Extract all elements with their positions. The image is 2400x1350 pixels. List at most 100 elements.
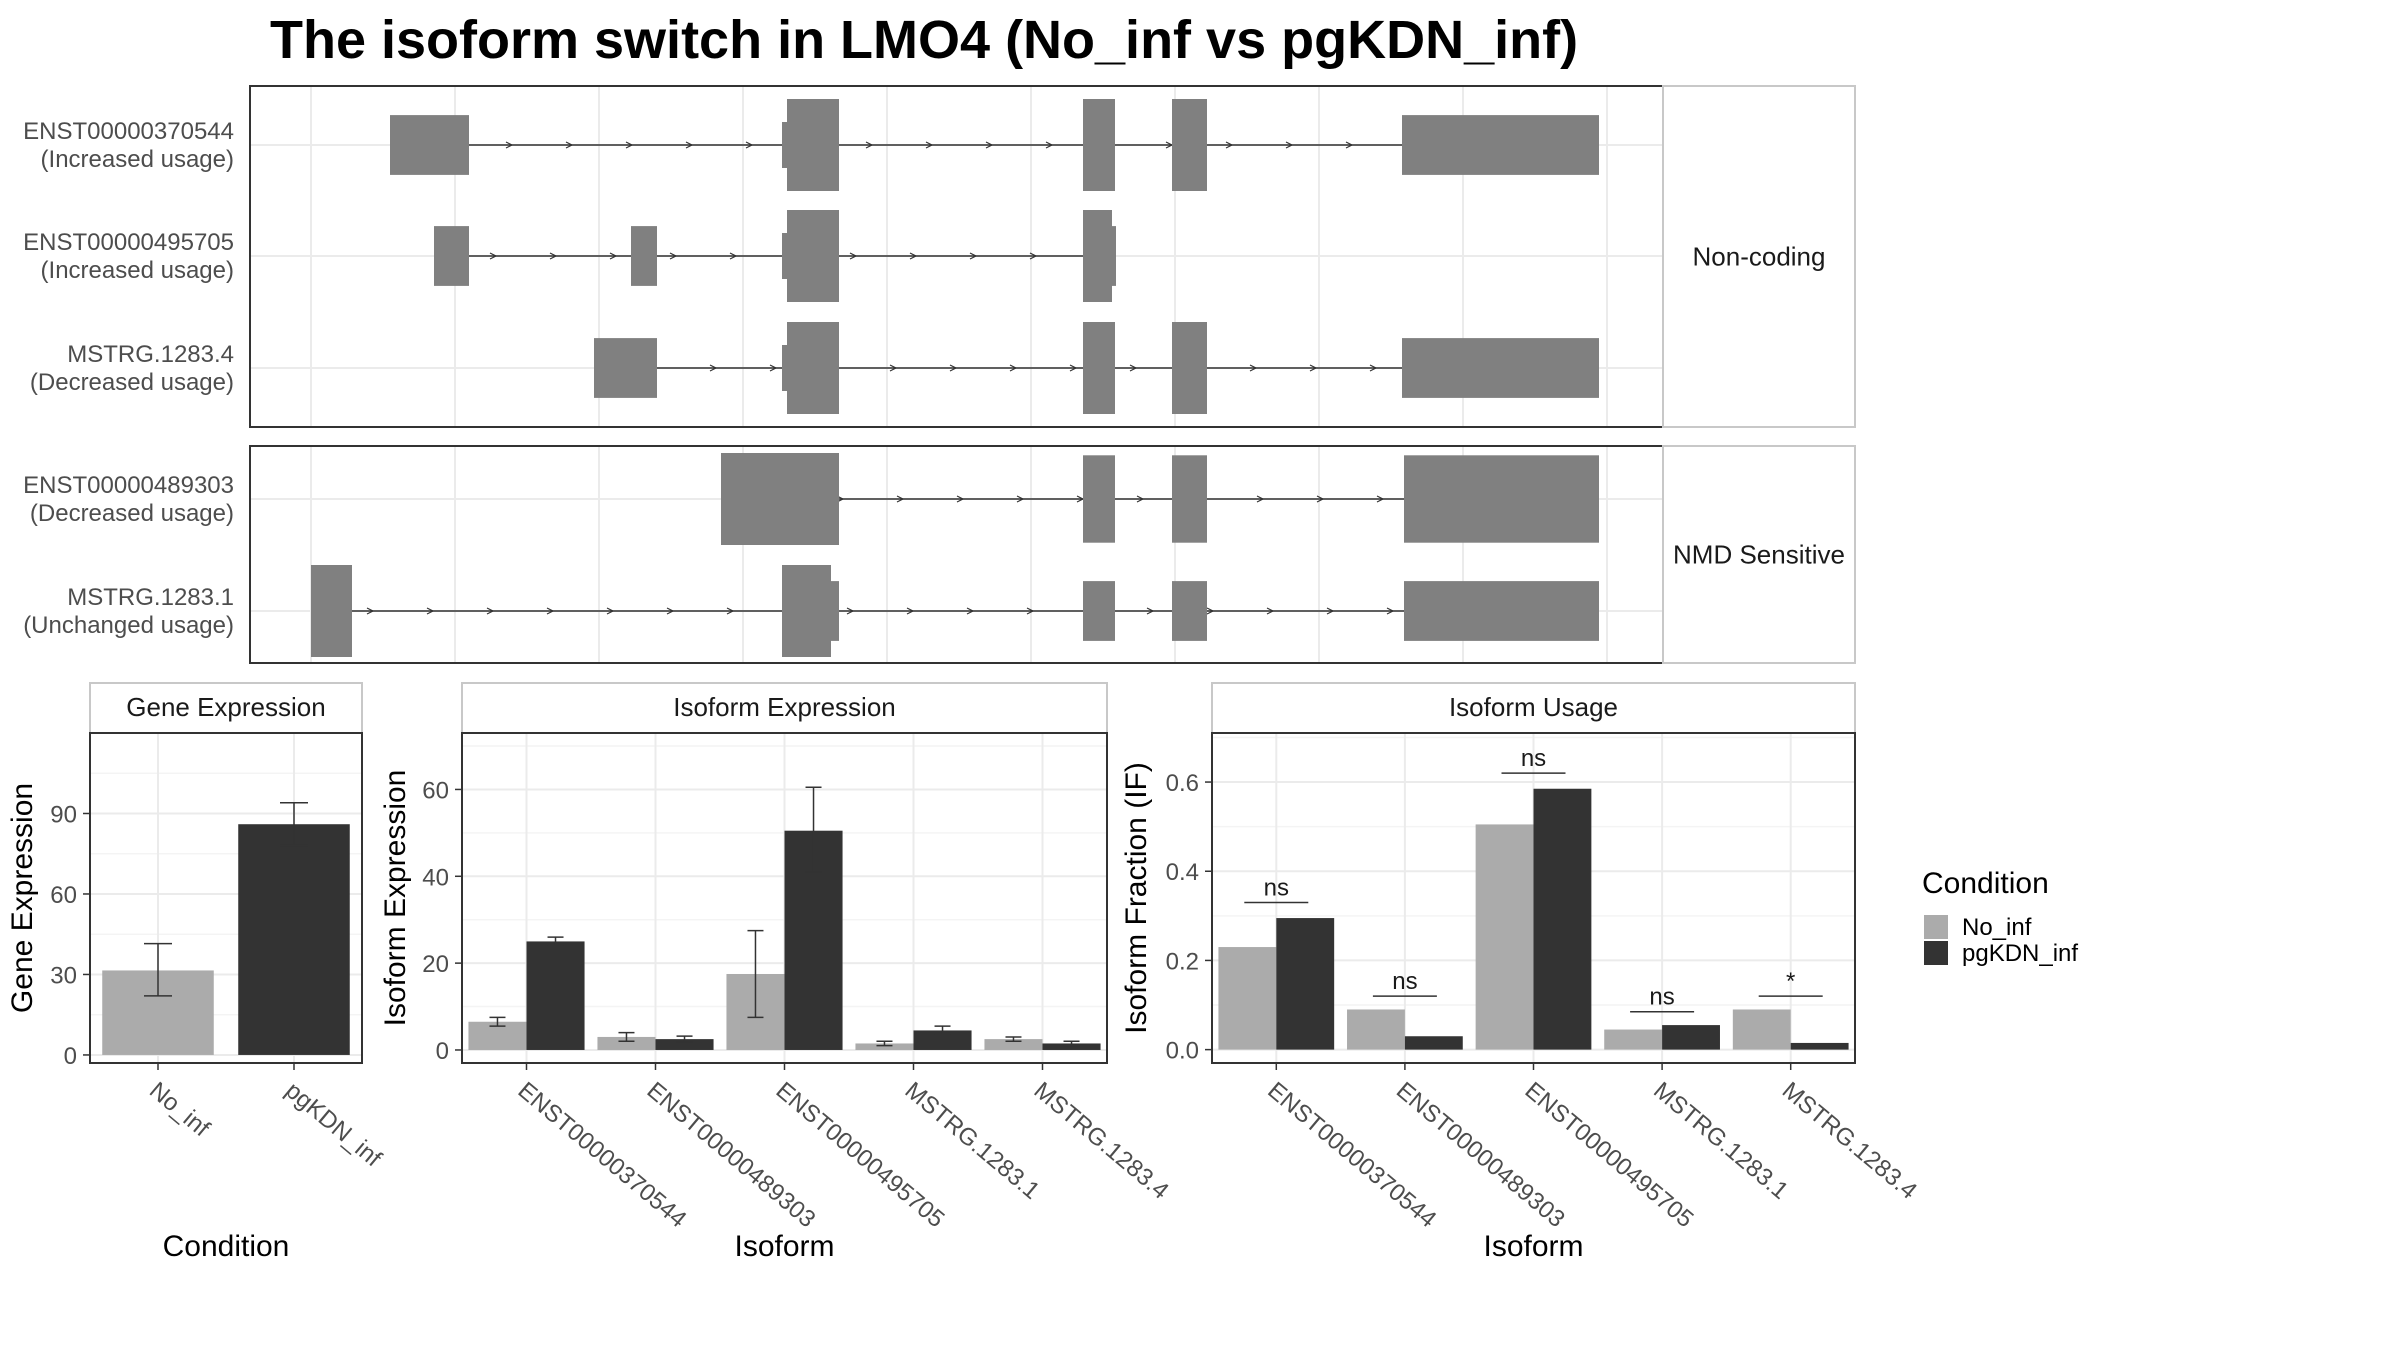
strand-arrow [505,141,514,149]
exon [390,115,469,175]
bar [1276,918,1335,1050]
strand-arrow [896,495,905,503]
figure-title: The isoform switch in LMO4 (No_inf vs pg… [270,10,1578,70]
exon [1083,581,1115,641]
y-tick-label: 30 [50,962,77,989]
isoform-expression-chart: Isoform Expression0204060ENST00000370544… [379,682,1174,1263]
exon [1083,455,1115,543]
strand-arrow [1369,364,1378,372]
legend-title: Condition [1922,867,2049,900]
exon [1083,210,1112,302]
exon [1402,338,1411,398]
bar [913,1030,972,1050]
significance-label: ns [1649,984,1674,1011]
strand-arrow [909,252,918,260]
bar [1042,1043,1101,1050]
x-tick-label: pgKDN_inf [280,1077,387,1173]
bar [1732,1009,1791,1050]
strand-arrow [966,607,975,615]
y-tick-label: 0 [64,1043,77,1070]
strand-arrow [546,607,555,615]
transcript-id-label: ENST00000495705 [23,229,234,256]
strand-arrow [1069,364,1078,372]
y-axis-title: Isoform Fraction (IF) [1120,762,1153,1034]
gene-expression-chart: Gene Expression 0 30 60 90 No_inf pgKDN_inf Con… [6,682,387,1263]
x-tick-label: MSTRG.1283.1 [900,1077,1045,1205]
strand-arrow [1045,141,1054,149]
strand-arrow [1386,607,1395,615]
significance-label: ns [1392,968,1417,995]
significance-label: * [1786,968,1795,995]
isoform-usage-chart: Isoform Usage0.00.20.40.6nsnsnsns*ENST00… [1120,682,1922,1263]
x-tick-label: MSTRG.1283.1 [1648,1077,1793,1205]
strand-arrow [426,607,435,615]
strand-arrow [1256,495,1265,503]
strand-arrow [985,141,994,149]
strand-arrow [949,364,958,372]
strand-arrow [1345,141,1354,149]
chart-title: Isoform Usage [1449,692,1618,722]
strand-arrow [1206,607,1215,615]
y-tick-label: 0.6 [1166,770,1199,797]
legend-swatch [1924,941,1948,965]
exon [311,565,352,657]
transcript-id-label: ENST00000489303 [23,472,234,499]
exon [1083,322,1115,414]
strand-arrow [685,141,694,149]
exon [1404,581,1599,641]
exon [782,565,831,657]
exon [831,581,839,641]
y-tick-label: 0 [436,1038,449,1065]
transcript-id-label: MSTRG.1283.1 [67,584,234,611]
transcript-usage-label: (Unchanged usage) [23,612,234,639]
strand-arrow [1146,607,1155,615]
y-tick-label: 90 [50,801,77,828]
strand-arrow [1326,607,1335,615]
strand-arrow [865,141,874,149]
facet-strip-label: Non-coding [1693,242,1826,272]
strand-arrow [625,141,634,149]
strand-arrow [1129,364,1138,372]
legend-label: No_inf [1962,914,2032,941]
x-axis-title: Condition [163,1230,290,1263]
exon [782,345,787,391]
strand-arrow [956,495,965,503]
strand-arrow [709,364,718,372]
y-tick-label: 0.0 [1166,1038,1199,1065]
significance-label: ns [1264,874,1289,901]
x-axis-title: Isoform [1483,1230,1583,1263]
strand-arrow [906,607,915,615]
strand-arrow [666,607,675,615]
panel-border [89,732,363,1064]
strand-arrow [606,607,615,615]
exon [825,453,839,545]
strand-arrow [486,607,495,615]
y-axis-title: Isoform Expression [379,770,412,1027]
strand-arrow [1136,495,1145,503]
bar [597,1036,656,1050]
transcript-usage-label: (Decreased usage) [30,369,234,396]
strand-arrow [1029,252,1038,260]
exon [434,226,469,286]
strand-arrow [1016,495,1025,503]
facet-strip [1662,85,1856,428]
x-tick-label: MSTRG.1283.4 [1029,1077,1174,1205]
strand-arrow [769,364,778,372]
y-tick-label: 20 [422,951,449,978]
exon [721,453,755,545]
exon [787,322,839,414]
bar [1218,947,1277,1050]
facet-strip-label: NMD Sensitive [1673,540,1845,570]
strand-arrow [1026,607,1035,615]
strand-arrow [925,141,934,149]
transcript-usage-label: (Decreased usage) [30,500,234,527]
strand-arrow [889,364,898,372]
exon [782,233,787,279]
exon [1411,115,1599,175]
strand-arrow [1009,364,1018,372]
bar [1347,1009,1405,1050]
strand-arrow [846,607,855,615]
